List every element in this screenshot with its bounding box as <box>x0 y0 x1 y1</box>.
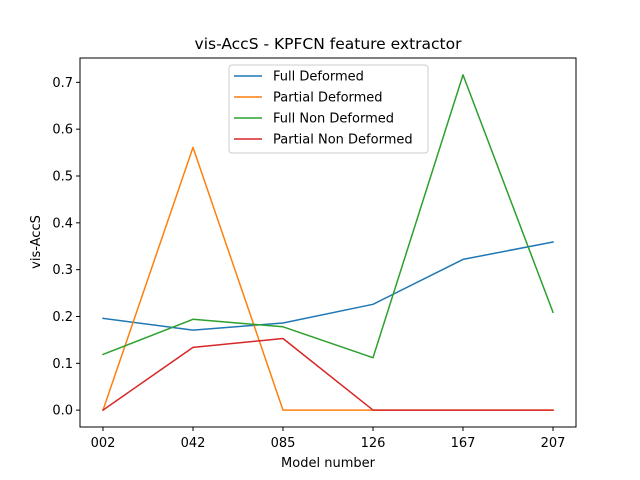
x-axis: 002 042 085 126 167 207 <box>91 427 566 451</box>
plot-frame <box>79 57 577 428</box>
y-tick-label: 0.3 <box>52 263 73 278</box>
x-axis-label: Model number <box>281 456 376 471</box>
y-axis: 0.0 0.1 0.2 0.3 0.4 0.5 0.6 0.7 <box>52 76 80 419</box>
y-tick-label: 0.7 <box>52 76 73 91</box>
y-tick-label: 0.1 <box>52 357 73 372</box>
x-tick-label: 126 <box>361 436 386 451</box>
x-tick-label: 002 <box>91 436 116 451</box>
plot-lines <box>101 74 554 412</box>
legend-label: Full Deformed <box>273 70 364 85</box>
x-tick-label: 167 <box>451 436 476 451</box>
series-line-partial-non-deformed <box>101 337 554 412</box>
series-line-full-non-deformed <box>102 74 554 359</box>
y-tick-label: 0.4 <box>52 216 73 231</box>
legend: Full Deformed Partial Deformed Full Non De… <box>228 64 429 154</box>
series-line-partial-deformed <box>102 146 554 412</box>
x-tick-label: 207 <box>541 436 566 451</box>
legend-label: Partial Deformed <box>273 91 383 106</box>
y-tick-label: 0.0 <box>52 404 73 419</box>
legend-box <box>228 64 429 154</box>
x-tick-label: 042 <box>181 436 206 451</box>
y-axis-label: vis-AccS <box>29 215 44 269</box>
legend-label: Full Non Deformed <box>273 112 394 127</box>
legend-label: Partial Non Deformed <box>273 133 413 148</box>
chart-title: vis-AccS - KPFCN feature extractor <box>195 35 463 53</box>
x-tick-label: 085 <box>271 436 296 451</box>
y-tick-label: 0.5 <box>52 170 73 185</box>
series-line-full-deformed <box>102 241 554 331</box>
y-tick-label: 0.6 <box>52 123 73 138</box>
y-tick-label: 0.2 <box>52 310 73 325</box>
